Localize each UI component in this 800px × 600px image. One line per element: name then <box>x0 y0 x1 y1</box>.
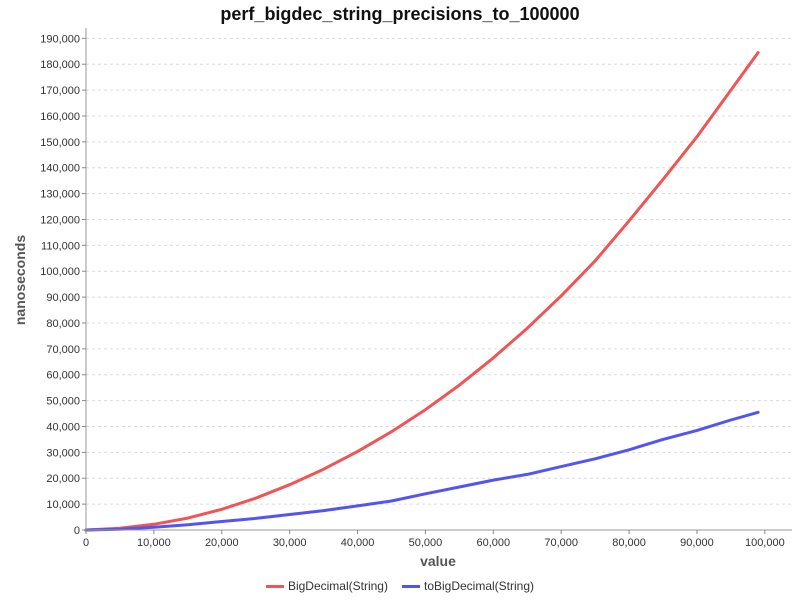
x-tick-label: 40,000 <box>341 537 375 549</box>
y-tick-label: 180,000 <box>40 59 80 71</box>
y-axis-label: nanoseconds <box>12 235 28 325</box>
legend-swatch <box>265 584 284 588</box>
series-lines <box>84 51 760 532</box>
y-tick-label: 130,000 <box>40 189 80 201</box>
y-tick-label: 90,000 <box>46 292 80 304</box>
x-tick-label: 60,000 <box>476 537 510 549</box>
y-tick-label: 100,000 <box>40 266 80 278</box>
series-line <box>84 51 760 532</box>
y-tick-label: 120,000 <box>40 214 80 226</box>
x-tick-label: 0 <box>83 537 89 549</box>
y-tick-label: 20,000 <box>46 473 80 485</box>
legend: BigDecimal(String) toBigDecimal(String) <box>0 579 800 593</box>
y-tick-label: 30,000 <box>46 447 80 459</box>
y-tick-label: 70,000 <box>46 344 80 356</box>
x-tick-label: 20,000 <box>205 537 239 549</box>
y-tick-label: 80,000 <box>46 318 80 330</box>
axes <box>85 28 792 531</box>
y-tick-label: 10,000 <box>46 499 80 511</box>
y-axis-ticks: 0 10,000 20,000 30,000 40,000 50,000 60,000 70,… <box>40 33 86 537</box>
x-tick-label: 10,000 <box>137 537 171 549</box>
y-tick-label: 170,000 <box>40 85 80 97</box>
legend-item: toBigDecimal(String) <box>401 579 535 593</box>
y-tick-label: 60,000 <box>46 370 80 382</box>
x-tick-label: 50,000 <box>409 537 443 549</box>
x-tick-label: 100,000 <box>745 537 785 549</box>
y-tick-label: 150,000 <box>40 137 80 149</box>
grid-lines <box>86 37 792 505</box>
chart-title: perf_bigdec_string_precisions_to_100000 <box>220 4 580 24</box>
x-axis-ticks: 0 10,000 20,000 30,000 40,000 50,000 60,000 70,… <box>83 530 785 549</box>
series-line <box>84 410 760 532</box>
legend-label: BigDecimal(String) <box>287 579 388 593</box>
x-tick-label: 30,000 <box>273 537 307 549</box>
y-tick-label: 190,000 <box>40 33 80 45</box>
y-tick-label: 40,000 <box>46 421 80 433</box>
x-tick-label: 70,000 <box>544 537 578 549</box>
legend-item: BigDecimal(String) <box>265 579 388 593</box>
y-tick-label: 0 <box>74 525 80 537</box>
x-tick-label: 90,000 <box>680 537 714 549</box>
y-tick-label: 160,000 <box>40 111 80 123</box>
x-axis-label: value <box>420 553 456 569</box>
legend-label: toBigDecimal(String) <box>423 579 535 593</box>
y-tick-label: 110,000 <box>41 240 80 252</box>
x-tick-label: 80,000 <box>612 537 646 549</box>
y-tick-label: 50,000 <box>46 396 80 408</box>
y-tick-label: 140,000 <box>40 163 80 175</box>
legend-swatch <box>401 584 420 588</box>
